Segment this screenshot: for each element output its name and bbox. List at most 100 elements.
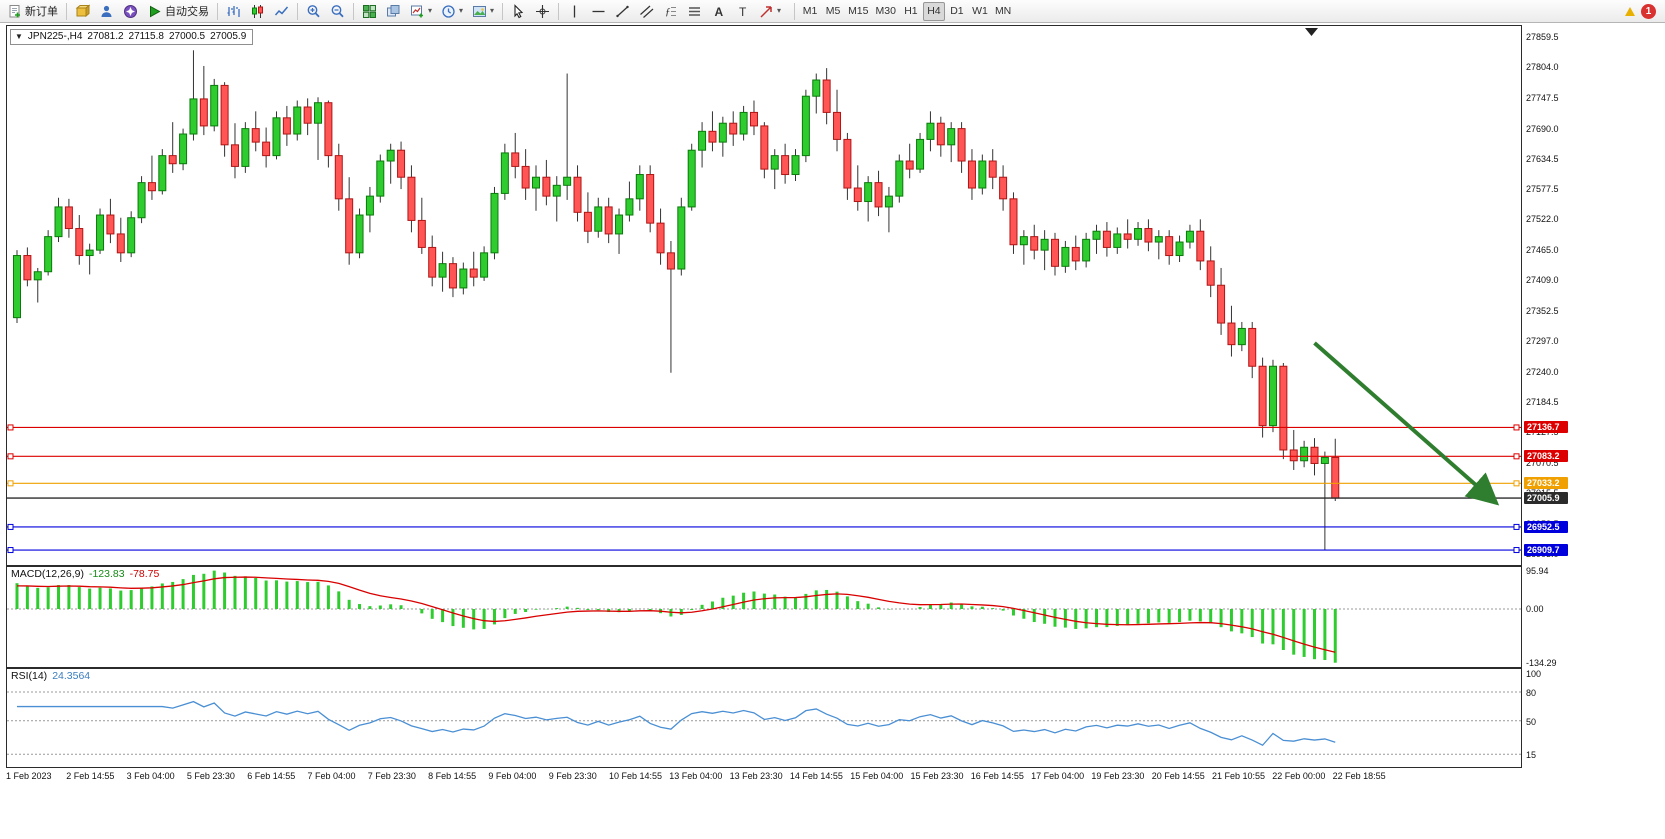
trendline-tool-button[interactable]: [611, 2, 634, 21]
time-axis-label: 13 Feb 23:30: [729, 771, 783, 781]
time-axis-label: 6 Feb 14:55: [247, 771, 296, 781]
autotrade-label: 自动交易: [165, 6, 209, 18]
bid-price-badge: 27005.9: [1524, 492, 1568, 505]
rsi-axis-label: 50: [1526, 716, 1537, 727]
time-axis-label: 8 Feb 14:55: [428, 771, 477, 781]
channel-tool-button[interactable]: [635, 2, 658, 21]
price-axis: 27859.5 27804.0 27747.5 27690.0 27634.5 27577…: [1524, 0, 1644, 800]
vertical-line-icon: [567, 4, 582, 19]
svg-text:ƒ: ƒ: [665, 6, 671, 18]
dropdown-caret-icon: [459, 7, 463, 15]
zoom-out-button[interactable]: [326, 2, 349, 21]
timeframe-button-m5[interactable]: M5: [822, 2, 844, 21]
price-axis-label: 27747.5: [1526, 92, 1559, 103]
price-axis-label: 27352.5: [1526, 305, 1559, 316]
timeframe-button-d1[interactable]: D1: [946, 2, 968, 21]
new-order-icon: [7, 4, 22, 19]
time-axis-label: 7 Feb 23:30: [367, 771, 416, 781]
macd-axis-label: 95.94: [1526, 565, 1549, 576]
zoom-out-icon: [330, 4, 345, 19]
text-tool-button[interactable]: A: [707, 2, 730, 21]
level-price-badge: 27033.2: [1524, 477, 1568, 490]
price-axis-label: 27297.0: [1526, 335, 1559, 346]
timeframe-button-m30[interactable]: M30: [873, 2, 899, 21]
time-axis: 1 Feb 2023 2 Feb 14:55 3 Feb 04:00 5 Feb 23…: [6, 771, 1522, 785]
shapes-tool-button[interactable]: [683, 2, 706, 21]
toolbar: 新订单 自动交易 ƒ A T M: [0, 0, 1665, 23]
rsi-plot[interactable]: [7, 669, 1521, 767]
macd-axis-label: 0.00: [1526, 604, 1544, 614]
shapes-icon: [687, 4, 702, 19]
collapse-triangle-icon[interactable]: [15, 33, 23, 41]
profiles-button[interactable]: [437, 2, 467, 21]
time-axis-label: 1 Feb 2023: [6, 771, 52, 781]
crosshair-button[interactable]: [531, 2, 554, 21]
zoom-in-button[interactable]: [302, 2, 325, 21]
alert-icon[interactable]: [1625, 6, 1635, 16]
line-chart-button[interactable]: [270, 2, 293, 21]
timeframe-button-w1[interactable]: W1: [969, 2, 991, 21]
level-price-badge: 26909.7: [1524, 544, 1568, 557]
toolbar-separator: [353, 2, 354, 20]
profiles-icon: [441, 4, 456, 19]
arrows-tool-button[interactable]: [755, 2, 785, 21]
timeframe-button-m1[interactable]: M1: [799, 2, 821, 21]
macd-value: -123.83: [88, 568, 125, 580]
vertical-line-tool-button[interactable]: [563, 2, 586, 21]
market-watch-button[interactable]: [71, 2, 94, 21]
navigator-button[interactable]: [119, 2, 142, 21]
arrange-windows-button[interactable]: [382, 2, 405, 21]
svg-text:A: A: [715, 5, 724, 19]
candlestick-chart-button[interactable]: [246, 2, 269, 21]
time-axis-label: 20 Feb 14:55: [1151, 771, 1205, 781]
time-axis-label: 7 Feb 04:00: [307, 771, 356, 781]
data-window-icon: [99, 4, 114, 19]
candlestick-plot[interactable]: [7, 26, 1521, 565]
autotrade-button[interactable]: 自动交易: [143, 2, 213, 21]
notification-badge[interactable]: 1: [1641, 3, 1656, 19]
svg-text:T: T: [739, 5, 747, 19]
level-price-badge: 26952.5: [1524, 520, 1568, 533]
price-axis-label: 27522.0: [1526, 214, 1559, 225]
new-chart-button[interactable]: [406, 2, 436, 21]
time-axis-label: 13 Feb 04:00: [669, 771, 723, 781]
tile-windows-button[interactable]: [358, 2, 381, 21]
time-axis-label: 22 Feb 00:00: [1272, 771, 1326, 781]
chart-open-value: 27081.2: [87, 31, 124, 42]
label-icon: T: [735, 4, 750, 19]
timeframe-button-h1[interactable]: H1: [900, 2, 922, 21]
chart-symbol-period: JPN225-,H4: [27, 31, 83, 42]
horizontal-line-tool-button[interactable]: [587, 2, 610, 21]
timeframe-button-m15[interactable]: M15: [845, 2, 871, 21]
timeframe-button-mn[interactable]: MN: [992, 2, 1014, 21]
time-axis-label: 16 Feb 14:55: [970, 771, 1024, 781]
trendline-icon: [615, 4, 630, 19]
bar-chart-icon: [226, 4, 241, 19]
chart-title-box[interactable]: JPN225-,H4 27081.2 27115.8 27000.5 27005…: [10, 29, 254, 45]
fibonacci-tool-button[interactable]: ƒ: [659, 2, 682, 21]
crosshair-icon: [535, 4, 550, 19]
cursor-button[interactable]: [507, 2, 530, 21]
tile-windows-icon: [362, 4, 377, 19]
price-axis-label: 27240.0: [1526, 366, 1559, 377]
fibonacci-icon: ƒ: [663, 4, 678, 19]
price-axis-label: 27465.0: [1526, 245, 1559, 256]
bar-chart-button[interactable]: [222, 2, 245, 21]
level-price-badge: 27083.2: [1524, 450, 1568, 463]
macd-plot[interactable]: [7, 567, 1521, 667]
templates-button[interactable]: [468, 2, 498, 21]
time-axis-label: 15 Feb 23:30: [910, 771, 964, 781]
new-order-button[interactable]: 新订单: [3, 2, 62, 21]
rsi-axis-label: 15: [1526, 750, 1537, 761]
rsi-header: RSI(14) 24.3564: [11, 670, 90, 682]
price-axis-label: 27409.0: [1526, 275, 1559, 286]
label-tool-button[interactable]: T: [731, 2, 754, 21]
autotrade-icon: [147, 4, 162, 19]
timeframe-group: M1 M5 M15 M30 H1 H4 D1 W1 MN: [799, 1, 1014, 21]
line-chart-icon: [274, 4, 289, 19]
rsi-value: 24.3564: [52, 670, 91, 682]
data-window-button[interactable]: [95, 2, 118, 21]
timeframe-button-h4[interactable]: H4: [922, 1, 945, 21]
price-axis-label: 27859.5: [1526, 32, 1559, 43]
